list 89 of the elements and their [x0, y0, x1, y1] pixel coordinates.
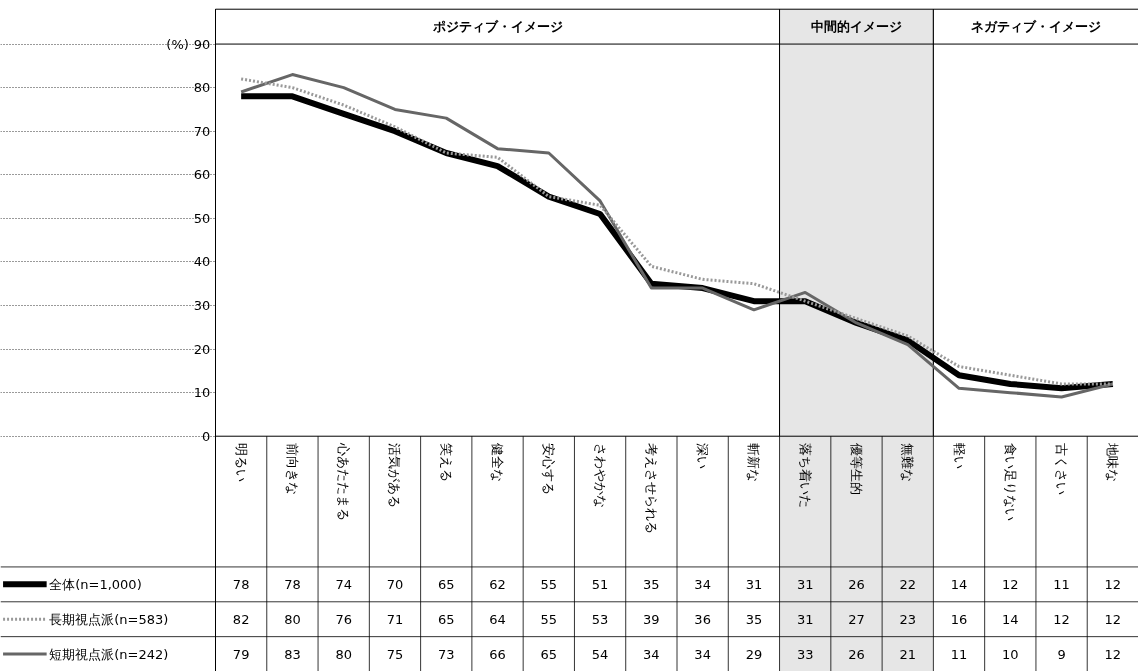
- data-label: 80: [284, 611, 301, 627]
- x-tick-label: 笑える: [438, 442, 454, 482]
- data-label: 53: [591, 611, 609, 627]
- data-label: 65: [437, 611, 455, 627]
- data-label: 76: [335, 611, 352, 627]
- data-label: 35: [643, 576, 660, 592]
- data-label: 16: [950, 611, 968, 627]
- x-tick-label: 食い足りない: [1002, 442, 1018, 521]
- x-tick-label: 安心する: [541, 442, 557, 495]
- data-label: 14: [950, 576, 968, 592]
- data-label: 65: [540, 646, 558, 662]
- data-label: 64: [489, 611, 506, 627]
- data-label: 65: [437, 576, 455, 592]
- data-label: 54: [591, 646, 609, 662]
- y-tick-label: 20: [193, 341, 211, 357]
- data-label: 14: [1002, 611, 1019, 627]
- x-tick-label: 前向きな: [284, 442, 300, 495]
- y-tick-label: 0: [202, 428, 211, 444]
- y-tick-label: 70: [193, 123, 211, 139]
- x-tick-label: 落ち着いた: [797, 442, 813, 508]
- x-tick-label: 活気がある: [387, 442, 403, 508]
- data-label: 78: [232, 576, 250, 592]
- x-tick-label: 地味な: [1105, 441, 1121, 482]
- x-tick-label: 考えさせられる: [643, 442, 659, 534]
- x-tick-label: 斬新な: [746, 442, 762, 482]
- data-label: 62: [489, 576, 506, 592]
- data-label: 11: [1053, 576, 1070, 592]
- data-label: 9: [1057, 646, 1066, 662]
- data-label: 34: [643, 646, 660, 662]
- legend-label: 全体(n=1,000): [49, 576, 142, 592]
- data-label: 10: [1002, 646, 1019, 662]
- band-label: ポジティブ・イメージ: [431, 19, 563, 35]
- data-label: 22: [899, 576, 917, 592]
- data-label: 71: [386, 611, 404, 627]
- y-tick-label: 60: [193, 167, 211, 183]
- data-label: 51: [591, 576, 609, 592]
- data-label: 31: [796, 576, 814, 592]
- y-tick-label: 30: [193, 298, 211, 313]
- y-tick-label: 10: [193, 385, 211, 401]
- data-label: 82: [232, 611, 250, 627]
- data-label: 26: [848, 576, 865, 592]
- data-label: 27: [848, 611, 865, 627]
- data-label: 78: [284, 576, 301, 592]
- data-label: 35: [745, 611, 763, 627]
- data-label: 55: [540, 611, 558, 627]
- data-label: 36: [694, 611, 711, 627]
- data-label: 26: [848, 646, 865, 662]
- y-tick-label: 80: [193, 80, 211, 96]
- data-label: 39: [643, 611, 660, 627]
- data-label: 74: [335, 576, 352, 592]
- band-label: ネガティブ・イメージ: [970, 19, 1101, 35]
- data-label: 12: [1104, 611, 1122, 627]
- legend-label: 短期視点派(n=242): [49, 646, 169, 662]
- data-label: 73: [437, 646, 455, 662]
- data-label: 31: [796, 611, 814, 627]
- x-tick-label: 軽い: [951, 442, 967, 469]
- data-label: 12: [1104, 576, 1122, 592]
- data-label: 34: [694, 576, 711, 592]
- data-label: 75: [386, 646, 404, 662]
- data-label: 55: [540, 576, 558, 592]
- data-label: 12: [1002, 576, 1019, 592]
- x-tick-label: 古くさい: [1054, 442, 1070, 495]
- y-tick-label: 90: [193, 36, 211, 52]
- data-label: 80: [335, 646, 352, 662]
- legend-label: 長期視点派(n=583): [49, 611, 169, 627]
- data-label: 31: [745, 576, 763, 592]
- y-tick-label: 50: [193, 210, 211, 226]
- data-label: 33: [796, 646, 814, 662]
- data-label: 70: [386, 576, 404, 592]
- data-label: 83: [284, 646, 301, 662]
- x-tick-label: 明るい: [233, 442, 249, 482]
- data-label: 34: [694, 646, 711, 662]
- y-tick-label: 40: [193, 254, 211, 270]
- data-label: 23: [899, 611, 917, 627]
- data-label: 12: [1053, 611, 1070, 627]
- x-tick-label: 心あたたまる: [336, 441, 352, 521]
- band-label: 中間的イメージ: [810, 19, 902, 35]
- data-label: 11: [950, 646, 968, 662]
- y-axis-title: (%): [166, 36, 189, 52]
- data-label: 66: [489, 646, 506, 662]
- x-tick-label: 深い: [695, 442, 711, 469]
- data-label: 21: [899, 646, 917, 662]
- data-label: 79: [232, 646, 250, 662]
- x-tick-label: 健全な: [490, 442, 506, 482]
- data-label: 29: [745, 646, 763, 662]
- x-tick-label: 無難な: [900, 442, 916, 482]
- x-tick-label: さわやかな: [592, 442, 608, 508]
- data-label: 12: [1104, 646, 1122, 662]
- x-tick-label: 優等生的: [848, 442, 864, 495]
